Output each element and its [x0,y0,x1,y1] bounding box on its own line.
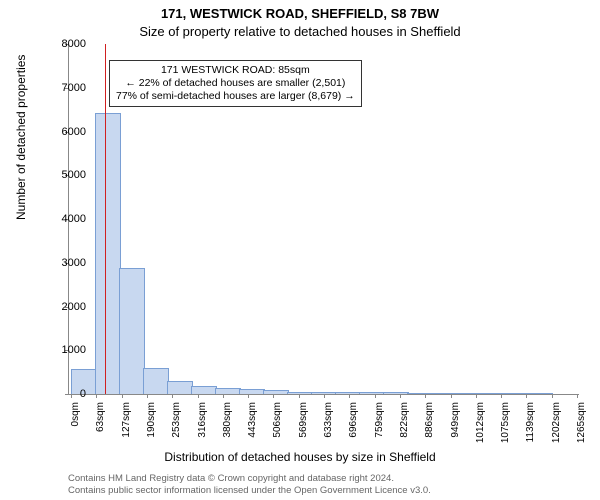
x-tick-line [526,394,527,398]
x-tick-line [400,394,401,398]
x-tick-label: 1202sqm [551,402,562,452]
x-tick-line [451,394,452,398]
footer-line-1: Contains HM Land Registry data © Crown c… [68,473,431,484]
title-line-1: 171, WESTWICK ROAD, SHEFFIELD, S8 7BW [0,6,600,21]
x-axis-label: Distribution of detached houses by size … [0,450,600,464]
histogram-bar [527,393,553,394]
histogram-bar [359,392,385,394]
x-tick-label: 443sqm [247,402,258,452]
y-tick-label: 2000 [62,301,86,313]
x-tick-line [349,394,350,398]
x-tick-line [122,394,123,398]
x-tick-line [147,394,148,398]
title-line-2: Size of property relative to detached ho… [0,24,600,39]
x-tick-label: 1265sqm [576,402,587,452]
x-tick-line [476,394,477,398]
x-tick-line [501,394,502,398]
annotation-line-2: ← 22% of detached houses are smaller (2,… [116,77,355,90]
histogram-bar [335,392,361,394]
y-tick-line [65,394,69,395]
annotation-box: 171 WESTWICK ROAD: 85sqm← 22% of detache… [109,60,362,107]
histogram-bar [167,381,193,394]
x-tick-label: 127sqm [121,402,132,452]
x-tick-label: 190sqm [146,402,157,452]
x-tick-label: 822sqm [399,402,410,452]
y-tick-label: 8000 [62,38,86,50]
histogram-bar [215,388,241,394]
footer-line-2: Contains public sector information licen… [68,485,431,496]
x-tick-line [425,394,426,398]
x-tick-line [324,394,325,398]
x-tick-line [172,394,173,398]
x-tick-line [552,394,553,398]
footer-attribution: Contains HM Land Registry data © Crown c… [68,473,431,496]
x-tick-label: 0sqm [70,402,81,452]
x-tick-line [71,394,72,398]
histogram-bar [383,392,409,394]
histogram-bar [503,393,529,394]
x-tick-label: 633sqm [323,402,334,452]
histogram-bar [143,368,169,394]
histogram-bar [191,386,217,394]
y-tick-label: 3000 [62,257,86,269]
x-tick-line [198,394,199,398]
x-tick-line [375,394,376,398]
y-tick-label: 5000 [62,169,86,181]
x-tick-line [96,394,97,398]
y-tick-label: 4000 [62,213,86,225]
x-tick-line [577,394,578,398]
plot-area: 171 WESTWICK ROAD: 85sqm← 22% of detache… [68,44,579,395]
histogram-bar [95,113,121,394]
histogram-bar [407,393,433,394]
x-tick-label: 316sqm [197,402,208,452]
chart-container: 171, WESTWICK ROAD, SHEFFIELD, S8 7BW Si… [0,0,600,500]
x-tick-line [248,394,249,398]
y-tick-label: 6000 [62,126,86,138]
x-tick-label: 759sqm [374,402,385,452]
y-tick-label: 7000 [62,82,86,94]
x-tick-label: 380sqm [222,402,233,452]
x-tick-label: 1139sqm [525,402,536,452]
x-tick-label: 1012sqm [475,402,486,452]
x-tick-label: 949sqm [450,402,461,452]
x-tick-label: 253sqm [171,402,182,452]
x-tick-label: 569sqm [298,402,309,452]
y-tick-label: 1000 [62,344,86,356]
annotation-line-1: 171 WESTWICK ROAD: 85sqm [116,64,355,77]
x-tick-line [223,394,224,398]
x-tick-label: 506sqm [272,402,283,452]
y-tick-label: 0 [80,388,86,400]
histogram-bar [119,268,145,394]
histogram-bar [431,393,457,394]
x-tick-label: 886sqm [424,402,435,452]
histogram-bar [455,393,481,394]
x-tick-label: 63sqm [95,402,106,452]
x-tick-line [299,394,300,398]
x-tick-label: 1075sqm [500,402,511,452]
histogram-bar [287,392,313,394]
property-marker-line [105,44,106,394]
x-tick-line [273,394,274,398]
histogram-bar [239,389,265,394]
x-tick-label: 696sqm [348,402,359,452]
y-axis-label: Number of detached properties [14,55,28,220]
histogram-bar [263,390,289,394]
annotation-line-3: 77% of semi-detached houses are larger (… [116,90,355,103]
